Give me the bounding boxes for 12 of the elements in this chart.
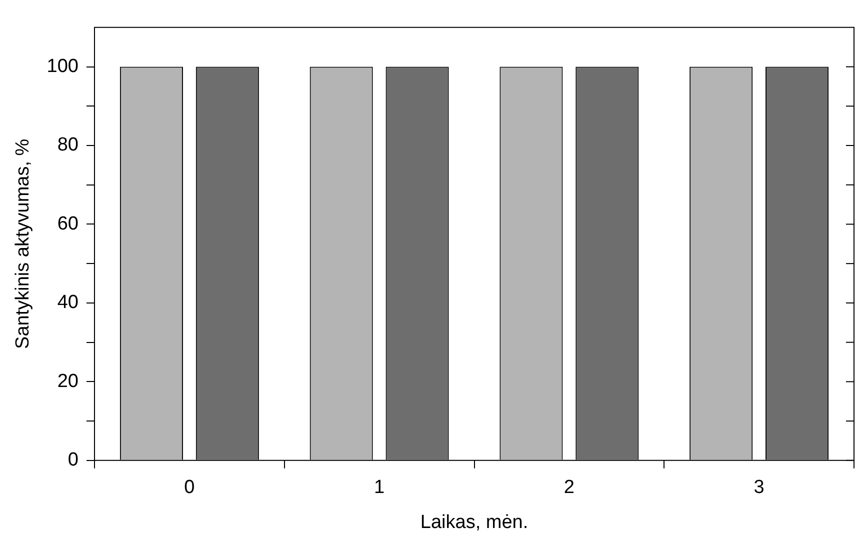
x-tick-label: 3 [754, 477, 764, 498]
y-tick-label: 20 [57, 370, 78, 392]
x-axis-title: Laikas, mėn. [420, 512, 528, 533]
y-tick-label: 40 [57, 292, 78, 314]
x-tick-label: 1 [374, 477, 385, 498]
y-axis-title: Santykinis aktyvumas, % [12, 138, 34, 349]
x-tick-label: 2 [564, 477, 574, 498]
x-tick-label: 0 [184, 477, 195, 498]
y-tick-label: 80 [57, 134, 78, 156]
y-tick-label: 0 [68, 450, 78, 471]
y-tick-label: 100 [46, 56, 78, 77]
y-tick-label: 60 [57, 213, 78, 234]
